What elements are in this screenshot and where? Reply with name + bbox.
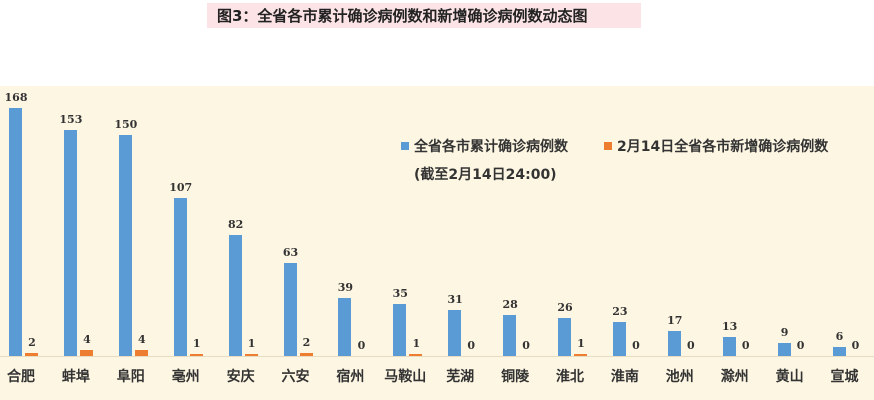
bar-new — [299, 353, 313, 356]
x-axis-category-label: 铜陵 — [501, 369, 530, 385]
bar-cumulative — [558, 318, 571, 356]
data-label-cumulative: 63 — [282, 246, 299, 259]
x-axis-category-label: 马鞍山 — [384, 369, 427, 385]
data-label-new: 4 — [137, 333, 146, 346]
data-label-new: 0 — [796, 339, 805, 352]
data-label-cumulative: 26 — [557, 301, 573, 314]
bar-cumulative — [338, 298, 352, 356]
bar-cumulative — [118, 135, 132, 356]
bar-cumulative — [173, 198, 187, 356]
data-label-cumulative: 107 — [169, 181, 193, 194]
x-axis-category-label: 池州 — [665, 369, 694, 385]
bar-cumulative — [283, 263, 297, 356]
x-axis-category-label: 黄山 — [775, 369, 804, 385]
bar-new — [409, 354, 423, 356]
data-label-cumulative: 6 — [835, 330, 844, 343]
bar-cumulative — [777, 343, 791, 356]
bar-cumulative — [228, 235, 242, 356]
data-label-new: 0 — [467, 339, 476, 352]
x-axis-category-label: 淮北 — [556, 369, 584, 385]
chart-panel: 全省各市累计确诊病例数 2月14日全省各市新增确诊病例数 (截至2月14日24:… — [0, 86, 874, 400]
data-label-cumulative: 82 — [227, 218, 244, 231]
data-label-cumulative: 9 — [780, 326, 789, 339]
x-axis-category-label: 六安 — [281, 369, 310, 385]
bar-new — [25, 353, 38, 356]
data-label-cumulative: 35 — [392, 287, 408, 300]
bar-cumulative — [832, 347, 846, 356]
x-axis-category-label: 阜阳 — [116, 369, 145, 385]
data-label-new: 2 — [302, 336, 311, 349]
legend-swatch-new — [604, 142, 612, 150]
legend-label-cumulative: 全省各市累计确诊病例数 — [414, 139, 568, 155]
bar-new — [574, 354, 587, 356]
data-label-cumulative: 17 — [667, 314, 683, 327]
x-axis-category-label: 宿州 — [336, 369, 365, 385]
data-label-new: 0 — [741, 339, 750, 352]
data-label-cumulative: 28 — [502, 298, 518, 311]
data-label-new: 0 — [851, 339, 860, 352]
x-axis-category-label: 芜湖 — [446, 369, 475, 385]
chart-title: 图3：全省各市累计确诊病例数和新增确诊病例数动态图 — [217, 7, 588, 25]
data-label-cumulative: 39 — [337, 281, 354, 294]
bar-new — [189, 354, 203, 356]
bar-cumulative — [503, 315, 517, 356]
bar-new — [134, 350, 148, 356]
x-axis-category-label: 安庆 — [226, 369, 255, 385]
bar-new — [79, 350, 93, 356]
data-label-new: 1 — [577, 337, 585, 350]
bar-cumulative — [63, 130, 77, 356]
x-axis-category-label: 宣城 — [830, 369, 859, 385]
data-label-cumulative: 23 — [612, 305, 628, 318]
data-label-cumulative: 153 — [59, 113, 83, 126]
data-label-new: 1 — [192, 337, 201, 350]
x-axis-category-label: 亳州 — [171, 369, 200, 385]
data-label-cumulative: 150 — [114, 118, 138, 131]
legend-swatch-cumulative — [401, 142, 409, 150]
x-axis-category-label: 淮南 — [610, 369, 639, 385]
bar-cumulative — [448, 310, 462, 356]
data-label-cumulative: 31 — [447, 293, 463, 306]
legend-label-new: 2月14日全省各市新增确诊病例数 — [617, 139, 829, 155]
bar-cumulative — [722, 337, 736, 356]
legend: 全省各市累计确诊病例数 2月14日全省各市新增确诊病例数 (截至2月14日24:… — [401, 136, 828, 184]
data-label-new: 4 — [83, 333, 91, 346]
bar-new — [244, 354, 258, 356]
data-label-cumulative: 168 — [4, 91, 28, 104]
legend-sublabel-date: (截至2月14日24:00) — [414, 167, 557, 183]
bar-cumulative — [667, 331, 681, 356]
x-axis-line — [0, 356, 874, 357]
bar-cumulative — [612, 322, 626, 356]
bar-cumulative — [9, 108, 22, 356]
data-label-new: 2 — [28, 336, 36, 349]
x-axis-category-label: 蚌埠 — [61, 369, 90, 385]
x-axis-category-label: 合肥 — [7, 369, 35, 385]
data-label-new: 1 — [247, 337, 256, 350]
data-label-new: 0 — [686, 339, 695, 352]
chart-title-banner: 图3：全省各市累计确诊病例数和新增确诊病例数动态图 — [207, 3, 641, 28]
bar-cumulative — [393, 304, 407, 356]
data-label-cumulative: 13 — [722, 320, 738, 333]
x-axis-category-label: 滁州 — [720, 369, 749, 385]
data-label-new: 0 — [632, 339, 640, 352]
data-label-new: 0 — [522, 339, 530, 352]
data-label-new: 0 — [357, 339, 366, 352]
data-label-new: 1 — [412, 337, 421, 350]
